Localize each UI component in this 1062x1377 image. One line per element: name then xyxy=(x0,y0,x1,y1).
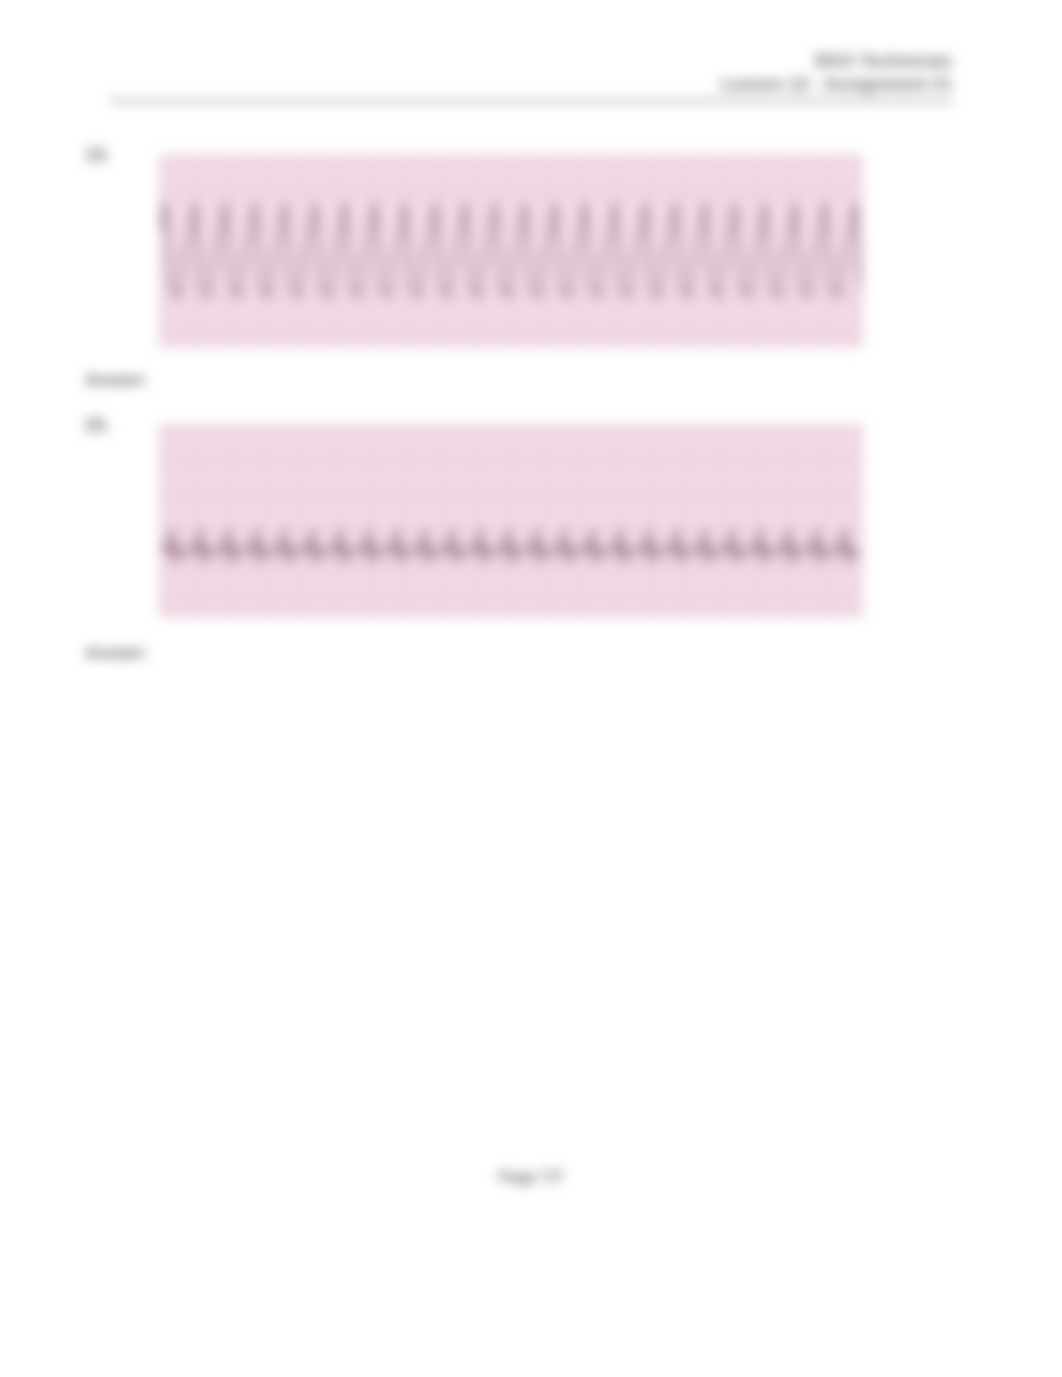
page-footer: Page 7/7 xyxy=(0,1169,1062,1187)
ecg-svg xyxy=(161,156,861,346)
question-number: 19. xyxy=(85,145,110,166)
answer-label: Answer: xyxy=(85,645,148,663)
document-page: EKG Technician Lesson 12 - Assignment #1… xyxy=(0,0,1062,1377)
header-line-1: EKG Technician xyxy=(110,50,952,73)
ecg-strip xyxy=(160,155,862,347)
ecg-svg xyxy=(161,426,861,616)
question-number: 20. xyxy=(85,415,110,436)
page-header: EKG Technician Lesson 12 - Assignment #1 xyxy=(110,50,952,97)
header-rule xyxy=(110,100,952,102)
ecg-strip xyxy=(160,425,862,617)
answer-label: Answer: xyxy=(85,372,148,390)
header-line-2: Lesson 12 - Assignment #1 xyxy=(110,73,952,96)
